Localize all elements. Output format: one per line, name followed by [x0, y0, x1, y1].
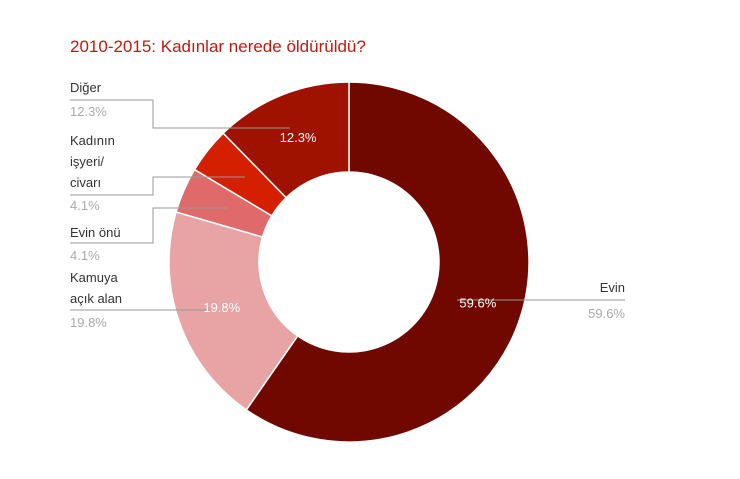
legend-label: Kamuya açık alan	[70, 270, 122, 306]
label-line: Kadının	[70, 133, 115, 148]
donut-slice	[245, 81, 530, 443]
slice-label: 12.3%	[280, 130, 317, 145]
label-line: Evin	[600, 280, 625, 295]
slice-label: 19.8%	[203, 300, 240, 315]
slice-label: 59.6%	[459, 295, 496, 310]
value-label: 19.8%	[70, 315, 107, 330]
value-label: 12.3%	[70, 104, 107, 119]
label-line: işyeri/	[70, 154, 104, 169]
chart-title: 2010-2015: Kadınlar nerede öldürüldü?	[70, 37, 366, 56]
label-line: açık alan	[70, 291, 122, 306]
legend-label: Diğer	[70, 80, 102, 95]
leader-line	[70, 207, 228, 244]
value-label: 4.1%	[70, 198, 100, 213]
legend-label: Evin	[600, 280, 625, 295]
value-label: 59.6%	[588, 306, 625, 321]
donut-slice	[222, 81, 350, 199]
legend-label: Kadının işyeri/civarı	[70, 133, 115, 190]
leader-line	[70, 176, 245, 196]
legend-label: Evin önü	[70, 225, 121, 240]
donut-slice	[168, 211, 299, 411]
label-line: Kamuya	[70, 270, 118, 285]
label-line: Diğer	[70, 80, 102, 95]
leader-line	[70, 99, 290, 129]
label-line: civarı	[70, 175, 101, 190]
label-line: Evin önü	[70, 225, 121, 240]
value-label: 4.1%	[70, 248, 100, 263]
